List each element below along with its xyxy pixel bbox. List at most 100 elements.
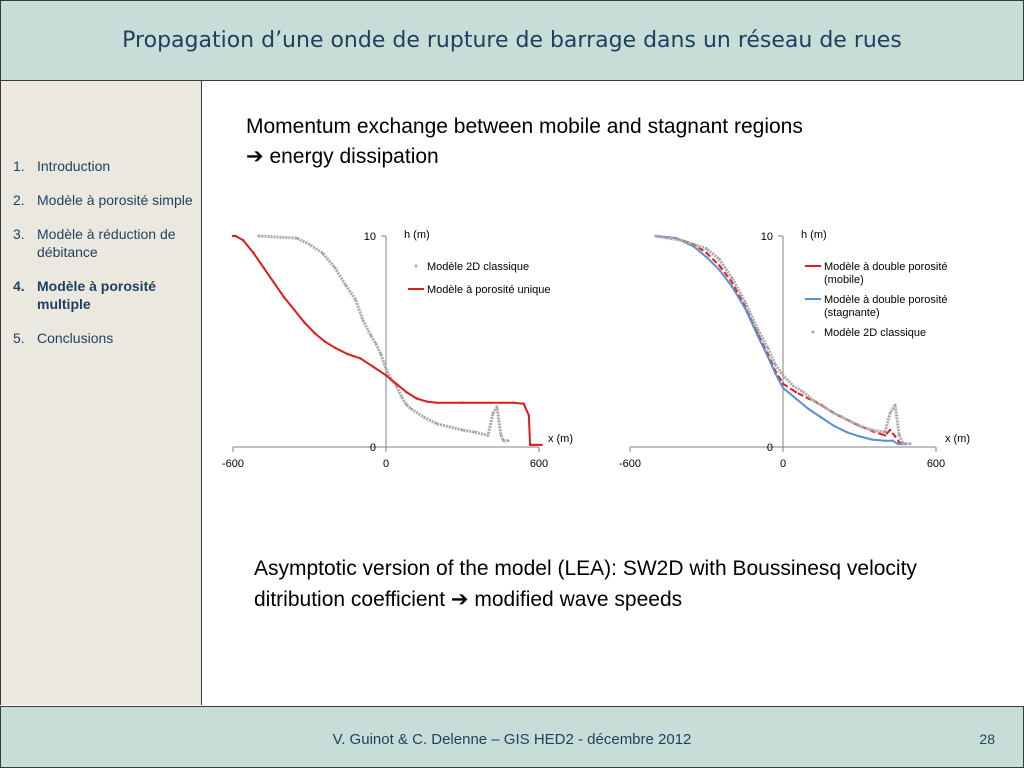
- chart-left: -600 0 600 0 10 h (m) x (m) Modèle 2D classique…: [222, 229, 573, 470]
- x-axis-label: x (m): [945, 433, 970, 445]
- toc-item-number: 1.: [13, 158, 25, 174]
- slide-footer: V. Guinot & C. Delenne – GIS HED2 - déce…: [0, 706, 1024, 768]
- x-axis-label: x (m): [548, 433, 573, 445]
- legend-label: Modèle 2D classique: [824, 327, 926, 339]
- toc-item-number: 3.: [13, 226, 25, 242]
- data-point: [871, 428, 874, 432]
- data-point: [730, 285, 734, 288]
- data-point: [888, 428, 892, 432]
- x-tick-label: 600: [530, 458, 548, 470]
- toc-item-2[interactable]: 2. Modèle à porosité simple: [13, 191, 198, 209]
- data-point: [718, 268, 721, 271]
- data-point: [303, 321, 306, 324]
- data-point: [883, 439, 887, 442]
- slide-header: Propagation d’une onde de rupture de bar…: [0, 0, 1024, 81]
- data-point: [361, 319, 365, 322]
- data-point: [794, 397, 797, 400]
- data-point: [896, 442, 899, 445]
- data-point: [832, 424, 836, 428]
- toc-item-3[interactable]: 3. Modèle à réduction de débitance: [13, 225, 198, 261]
- toc-item-label: Modèle à réduction de débitance: [37, 226, 176, 260]
- legend-item-3: Modèle 2D classique: [811, 327, 926, 339]
- legend-label: Modèle à double porosité (stagnante): [824, 294, 948, 319]
- data-point: [766, 346, 769, 349]
- data-point: [495, 405, 499, 409]
- y-tick-label: 10: [761, 231, 773, 243]
- arrow-right-icon: ➔: [450, 588, 469, 611]
- data-point: [528, 443, 532, 447]
- data-point: [333, 346, 337, 349]
- body-text-line1: Momentum exchange between mobile and sta…: [246, 115, 803, 138]
- data-point: [756, 334, 759, 337]
- legend-label-line: (stagnante): [824, 307, 880, 319]
- series-line-1: [655, 235, 906, 445]
- data-point: [507, 439, 510, 442]
- page-number: 28: [979, 731, 995, 747]
- data-point: [512, 401, 515, 404]
- data-point: [242, 239, 245, 242]
- data-point: [234, 234, 237, 238]
- toc-item-1[interactable]: 1. Introduction: [13, 157, 198, 175]
- x-tick-label: 600: [927, 458, 945, 470]
- y-axis-label: h (m): [801, 229, 827, 241]
- data-point: [774, 363, 777, 366]
- y-tick-label: 10: [364, 231, 376, 243]
- x-tick-label: -600: [222, 458, 244, 470]
- data-point: [282, 296, 286, 299]
- data-point: [400, 395, 403, 398]
- data-point: [257, 234, 260, 238]
- data-point: [756, 327, 759, 330]
- data-point: [832, 412, 836, 415]
- x-tick-label: 0: [383, 458, 389, 470]
- toc-item-number: 2.: [13, 192, 25, 208]
- data-point: [344, 283, 347, 286]
- data-point: [346, 353, 349, 356]
- data-point: [909, 442, 912, 445]
- data-point: [894, 435, 897, 438]
- toc-item-number: 4.: [13, 278, 25, 294]
- data-point: [822, 405, 825, 409]
- data-point: [333, 266, 337, 269]
- x-tick-label: -600: [619, 458, 641, 470]
- data-point: [423, 416, 426, 419]
- data-point: [405, 403, 408, 406]
- toc-item-label: Introduction: [37, 158, 111, 174]
- data-point: [415, 397, 418, 400]
- data-point: [894, 403, 897, 406]
- body-text-energy: energy dissipation: [269, 145, 439, 168]
- data-point: [820, 416, 823, 419]
- data-point: [374, 342, 377, 345]
- data-point: [527, 414, 530, 417]
- data-point: [499, 433, 502, 436]
- data-point: [321, 251, 324, 255]
- data-point: [774, 372, 777, 375]
- data-point: [323, 340, 326, 343]
- y-tick-label: 0: [767, 442, 773, 454]
- legend-label: Modèle à porosité unique: [427, 284, 551, 296]
- data-point: [812, 399, 815, 402]
- data-point: [883, 434, 887, 437]
- data-point: [730, 277, 734, 280]
- y-tick-label: 0: [370, 442, 376, 454]
- legend-item-2: Modèle à double porosité (stagnante): [805, 294, 948, 319]
- data-point: [845, 431, 848, 434]
- data-point: [743, 300, 746, 303]
- data-point: [359, 357, 362, 360]
- legend-item-2: Modèle à porosité unique: [408, 284, 551, 296]
- toc-item-4[interactable]: 4. Modèle à porosité multiple: [13, 277, 198, 313]
- chart-right: -600 0 600 0 10 h (m) x (m) Modèle à double por…: [619, 229, 970, 470]
- toc-item-5[interactable]: 5. Conclusions: [13, 329, 198, 347]
- data-point: [705, 247, 708, 250]
- legend-label: Modèle 2D classique: [427, 261, 529, 273]
- slide-title: Propagation d’une onde de rupture de bar…: [122, 28, 902, 53]
- toc-item-label: Modèle à porosité multiple: [37, 278, 157, 312]
- toc-sidebar: 1. Introduction 2. Modèle à porosité simple…: [0, 81, 202, 705]
- legend-item-1: Modèle à double porosité (mobile): [805, 261, 948, 286]
- legend-item-1: Modèle 2D classique: [414, 261, 529, 273]
- data-point: [807, 397, 810, 400]
- data-point: [705, 255, 708, 259]
- data-point: [448, 425, 451, 429]
- data-point: [369, 334, 372, 337]
- data-point: [435, 422, 439, 425]
- data-point: [293, 308, 296, 311]
